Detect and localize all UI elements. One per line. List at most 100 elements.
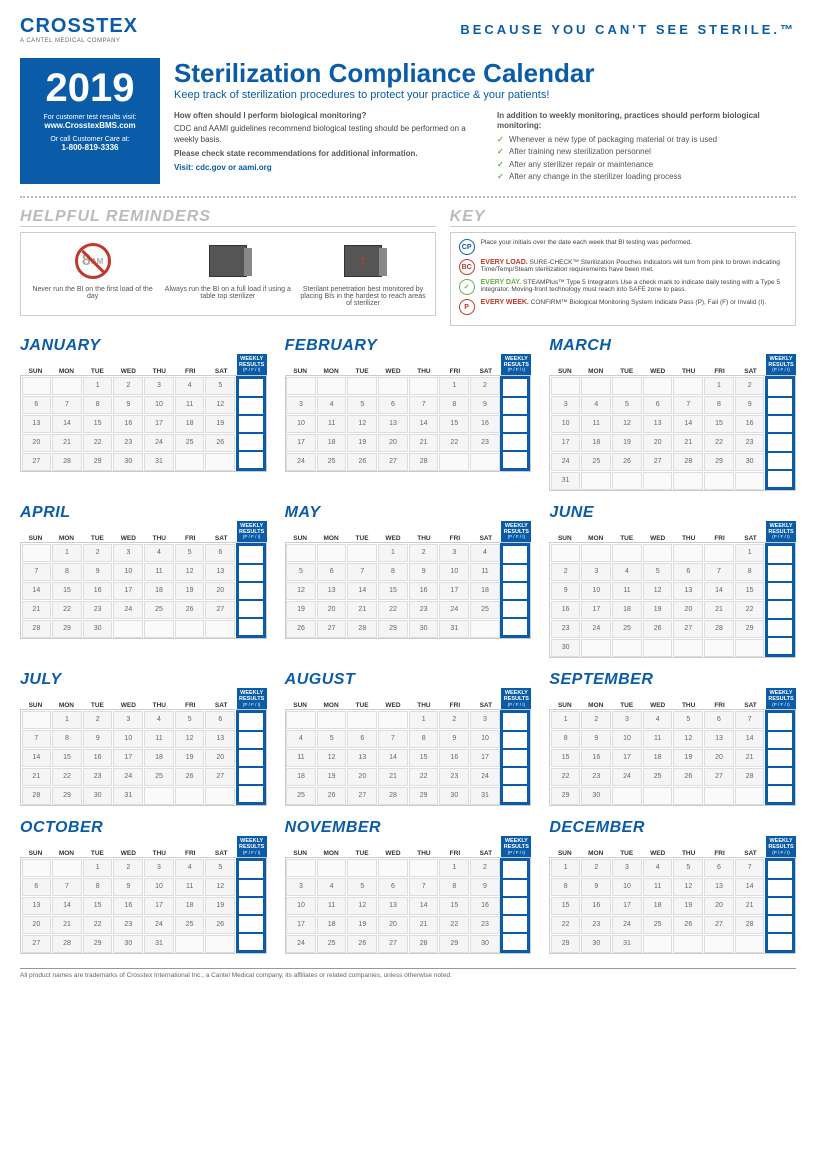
divider-dots bbox=[20, 196, 796, 198]
day-cell: 11 bbox=[643, 878, 673, 896]
weekly-result-cell bbox=[503, 768, 527, 784]
weekly-results-label: WEEKLY RESULTS(P / F / I) bbox=[237, 688, 267, 709]
dow-label: THU bbox=[673, 535, 704, 542]
day-cell: 10 bbox=[470, 730, 500, 748]
day-cell: 3 bbox=[551, 396, 581, 414]
days-grid: 1234567891011121314151617181920212223242… bbox=[21, 376, 236, 471]
day-cell bbox=[205, 453, 235, 471]
day-cell bbox=[704, 639, 734, 657]
col1-body: CDC and AAMI guidelines recommend biolog… bbox=[174, 124, 473, 145]
day-cell: 31 bbox=[113, 787, 143, 805]
day-cell bbox=[205, 935, 235, 953]
day-cell: 27 bbox=[704, 916, 734, 934]
day-cell: 3 bbox=[286, 396, 316, 414]
weekly-result-cell bbox=[768, 638, 792, 654]
dow-label: THU bbox=[144, 702, 175, 709]
day-cell: 19 bbox=[175, 749, 205, 767]
dow-label: THU bbox=[144, 368, 175, 375]
weekly-result-cell bbox=[239, 546, 263, 562]
dow-label: MON bbox=[316, 368, 347, 375]
sterilizer-arrow-icon: ↑ bbox=[343, 241, 383, 281]
day-cell bbox=[317, 377, 347, 395]
day-cell: 11 bbox=[643, 730, 673, 748]
day-cell: 2 bbox=[113, 859, 143, 877]
day-cell: 24 bbox=[144, 916, 174, 934]
year-box: 2019 For customer test results visit: ww… bbox=[20, 58, 160, 184]
dow-row: SUNMONTUEWEDTHUFRISAT bbox=[20, 368, 237, 375]
day-cell: 19 bbox=[347, 434, 377, 452]
days-grid: 1234567891011121314151617181920212223242… bbox=[286, 858, 501, 953]
dow-label: TUE bbox=[82, 368, 113, 375]
day-cell: 7 bbox=[378, 730, 408, 748]
check-item: Whenever a new type of packaging materia… bbox=[497, 135, 796, 145]
day-cell: 5 bbox=[673, 711, 703, 729]
intro-section: 2019 For customer test results visit: ww… bbox=[20, 58, 796, 184]
day-cell: 19 bbox=[205, 897, 235, 915]
weekly-result-cell bbox=[503, 750, 527, 766]
day-cell: 14 bbox=[22, 582, 52, 600]
day-cell bbox=[704, 787, 734, 805]
day-cell: 4 bbox=[286, 730, 316, 748]
day-cell: 3 bbox=[439, 544, 469, 562]
day-cell: 14 bbox=[22, 749, 52, 767]
day-cell: 26 bbox=[347, 935, 377, 953]
logo-sub: A CANTEL MEDICAL COMPANY bbox=[20, 38, 138, 44]
day-cell: 17 bbox=[113, 749, 143, 767]
dow-label: MON bbox=[51, 368, 82, 375]
dow-label: MON bbox=[580, 535, 611, 542]
day-cell: 1 bbox=[735, 544, 765, 562]
day-cell: 17 bbox=[144, 897, 174, 915]
day-cell bbox=[286, 377, 316, 395]
day-cell: 28 bbox=[673, 453, 703, 471]
key-section: KEY CP Place your initials over the date… bbox=[450, 208, 796, 326]
day-cell: 5 bbox=[317, 730, 347, 748]
weekly-result-cell bbox=[768, 601, 792, 617]
day-cell: 24 bbox=[113, 601, 143, 619]
reminders-body: 8AM Never run the BI on the first load o… bbox=[20, 232, 436, 316]
day-cell: 21 bbox=[673, 434, 703, 452]
dow-label: WED bbox=[642, 702, 673, 709]
day-cell: 16 bbox=[551, 601, 581, 619]
weekly-results-label: WEEKLY RESULTS(P / F / I) bbox=[237, 836, 267, 857]
weekly-result-cell bbox=[239, 583, 263, 599]
day-cell: 26 bbox=[205, 916, 235, 934]
day-cell: 29 bbox=[439, 935, 469, 953]
day-cell bbox=[673, 935, 703, 953]
day-cell: 23 bbox=[551, 620, 581, 638]
day-cell: 25 bbox=[470, 601, 500, 619]
day-cell: 13 bbox=[205, 730, 235, 748]
days-grid: 1234567891011121314151617181920212223242… bbox=[550, 543, 765, 657]
day-cell: 13 bbox=[378, 897, 408, 915]
month-head: SUNMONTUEWEDTHUFRISATWEEKLY RESULTS(P / … bbox=[20, 836, 267, 857]
day-cell: 22 bbox=[52, 601, 82, 619]
day-cell: 6 bbox=[378, 396, 408, 414]
reminders-section: HELPFUL REMINDERS 8AM Never run the BI o… bbox=[20, 208, 436, 326]
day-cell: 8 bbox=[735, 563, 765, 581]
month-body: 1234567891011121314151617181920212223242… bbox=[285, 857, 532, 954]
day-cell: 6 bbox=[205, 544, 235, 562]
day-cell: 15 bbox=[551, 897, 581, 915]
year-site: www.CrosstexBMS.com bbox=[28, 121, 152, 130]
logo-text: CROSSTEX bbox=[20, 15, 138, 38]
day-cell bbox=[643, 787, 673, 805]
day-cell: 23 bbox=[83, 601, 113, 619]
day-cell bbox=[612, 377, 642, 395]
day-cell: 27 bbox=[205, 768, 235, 786]
day-cell: 29 bbox=[704, 453, 734, 471]
no-8am-icon: 8AM bbox=[73, 241, 113, 281]
day-cell: 17 bbox=[612, 749, 642, 767]
day-cell: 8 bbox=[551, 730, 581, 748]
day-cell: 28 bbox=[52, 453, 82, 471]
day-cell: 19 bbox=[612, 434, 642, 452]
year-line2: Or call Customer Care at: bbox=[28, 136, 152, 143]
day-cell: 12 bbox=[643, 582, 673, 600]
dow-label: TUE bbox=[611, 535, 642, 542]
day-cell: 13 bbox=[22, 415, 52, 433]
day-cell: 12 bbox=[205, 396, 235, 414]
day-cell: 23 bbox=[409, 601, 439, 619]
day-cell: 4 bbox=[317, 396, 347, 414]
day-cell: 9 bbox=[113, 396, 143, 414]
weekly-result-cell bbox=[503, 786, 527, 802]
day-cell: 25 bbox=[643, 916, 673, 934]
day-cell: 9 bbox=[470, 396, 500, 414]
